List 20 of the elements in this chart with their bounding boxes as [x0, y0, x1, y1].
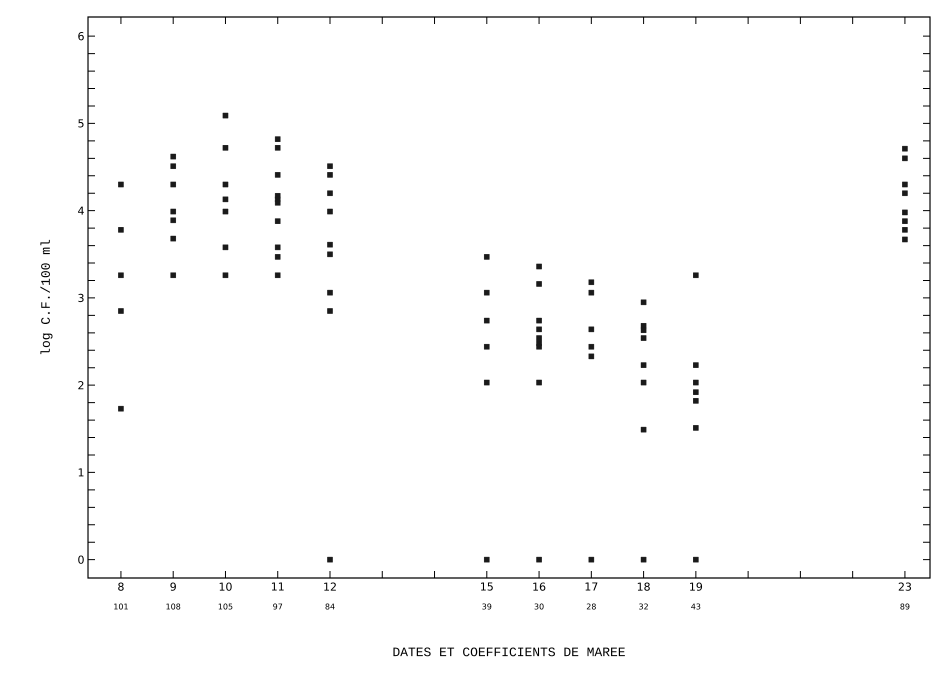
- y-tick-label: 4: [78, 206, 84, 215]
- x-tick-label: 19: [690, 582, 702, 591]
- y-axis-title: log C.F./100 ml: [40, 240, 52, 354]
- y-tick-label: 3: [78, 294, 84, 302]
- x-axis-title: DATES ET COEFFICIENTS DE MAREE: [393, 648, 625, 656]
- x-tick-label: 15: [481, 582, 493, 591]
- x-tick-label: 18: [638, 582, 650, 591]
- y-tick-label: 1: [78, 468, 84, 476]
- y-tick-label: 0: [78, 556, 84, 564]
- y-tick-label: 5: [78, 119, 84, 128]
- x-tick-label: 9: [170, 582, 176, 591]
- x-tick-label: 10: [220, 582, 232, 591]
- x-tick-label: 17: [586, 582, 598, 590]
- x-tick-label: 23: [898, 582, 912, 591]
- x-tick-label: 12: [324, 582, 336, 591]
- x-tick-label: 11: [272, 582, 284, 590]
- x-tick-label: 8: [118, 582, 124, 591]
- y-tick-label: 2: [78, 381, 84, 390]
- x-tick-label: 16: [533, 582, 546, 591]
- y-tick-label: 6: [78, 32, 84, 40]
